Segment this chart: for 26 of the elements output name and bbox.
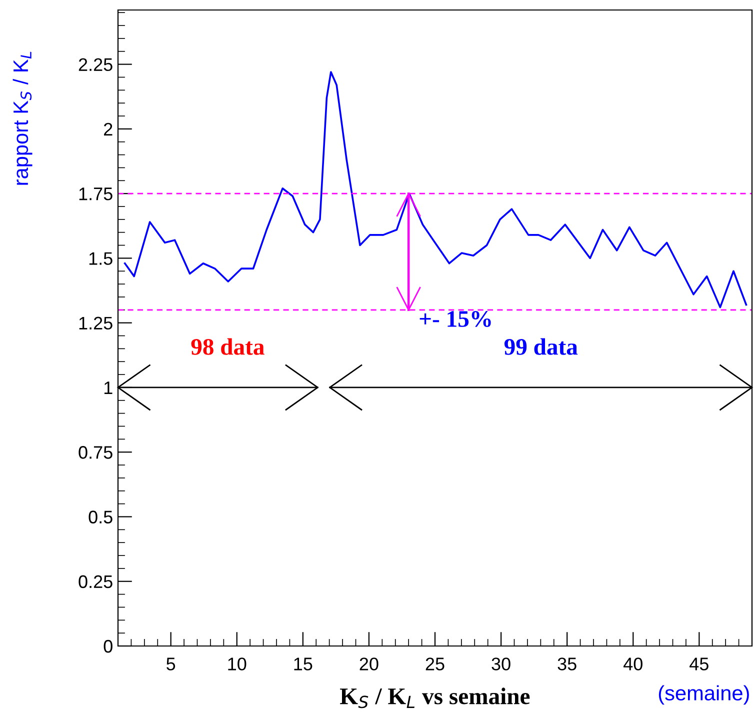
x-tick-label: 10: [228, 658, 246, 670]
x-tick-label: 45: [690, 658, 708, 670]
text: (semaine): [658, 685, 749, 705]
x-axis-title: K$_{S}$ / K$_{L}$ vs semaine: [340, 688, 530, 708]
y-axis-title: rapport K$_{S}$ / K$_{L}$: [12, 52, 32, 185]
y-tick-label: 1.5: [89, 252, 112, 265]
y-tick-label: 1.75: [79, 188, 112, 200]
annotation: 99 data: [504, 338, 578, 355]
x-tick-label: 40: [624, 658, 642, 670]
y-tick-label: 0.5: [88, 510, 112, 524]
y-tick-label: 1.25: [79, 316, 112, 330]
x-tick-label: 25: [426, 658, 444, 670]
x-tick-label: 5: [166, 658, 176, 670]
y-tick-label: 2: [104, 122, 112, 136]
x-tick-label: 20: [360, 658, 378, 670]
x-tick-label: 30: [492, 658, 510, 670]
y-tick-label: 0: [104, 640, 112, 653]
y-tick-label: 0.75: [78, 446, 112, 459]
annotation: +- 15%: [420, 310, 491, 327]
y-tick-label: 2.25: [78, 58, 112, 72]
x-tick-label: 15: [294, 658, 312, 670]
y-tick-label: 0.25: [78, 575, 112, 588]
x-tick-label: 35: [558, 658, 576, 670]
line-series: [124, 71, 748, 308]
y-tick-label: 1: [104, 382, 112, 394]
annotation: 98 data: [191, 338, 264, 355]
